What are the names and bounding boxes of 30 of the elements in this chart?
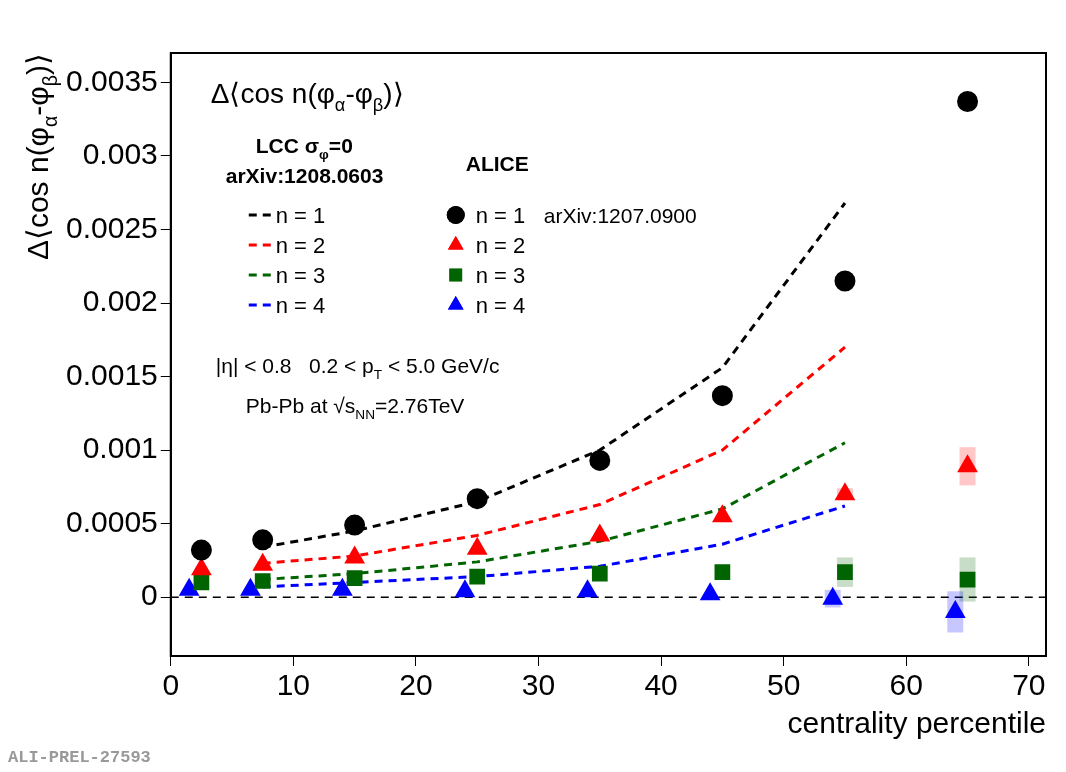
legend-label: n = 2 [275, 233, 326, 258]
text: ALI-PREL-27593 [8, 748, 151, 767]
y-tick-label: 0.0015 [65, 357, 158, 391]
legend-label: n = 4 [275, 293, 326, 318]
annotation: arXiv:1207.0900 [543, 204, 697, 227]
x-tick-label: 50 [766, 668, 801, 702]
y-tick-label: 0.0035 [65, 63, 158, 97]
legend-label: n = 1 [475, 203, 526, 228]
x-tick-label: 70 [1012, 668, 1046, 702]
legend-label: n = 3 [475, 263, 526, 288]
x-tick-label: 0 [162, 668, 180, 702]
y-tick-label: 0.0005 [65, 504, 158, 538]
x-tick-label: 20 [399, 668, 433, 702]
y-tick-label: 0.003 [82, 137, 158, 171]
legend-label: n = 1 [275, 203, 326, 228]
x-tick-label: 10 [276, 668, 311, 702]
legend-label: n = 4 [475, 293, 526, 318]
y-axis-title: Δ⟨cos n(φα-φβ)⟩ [21, 52, 61, 261]
y-tick-label: 0.001 [82, 431, 158, 465]
x-tick-label: 60 [889, 668, 923, 702]
annotation: arXiv:1208.0603 [225, 164, 384, 187]
x-tick-label: 40 [644, 668, 678, 702]
x-tick-label: 30 [521, 668, 556, 702]
legend-label: n = 3 [275, 263, 326, 288]
annotation: ALICE [465, 152, 529, 175]
y-tick-label: 0 [141, 578, 158, 612]
y-tick-label: 0.0025 [65, 210, 158, 244]
x-axis-title: centrality percentile [787, 706, 1047, 739]
legend-label: n = 2 [475, 233, 526, 258]
y-tick-label: 0.002 [82, 284, 158, 318]
